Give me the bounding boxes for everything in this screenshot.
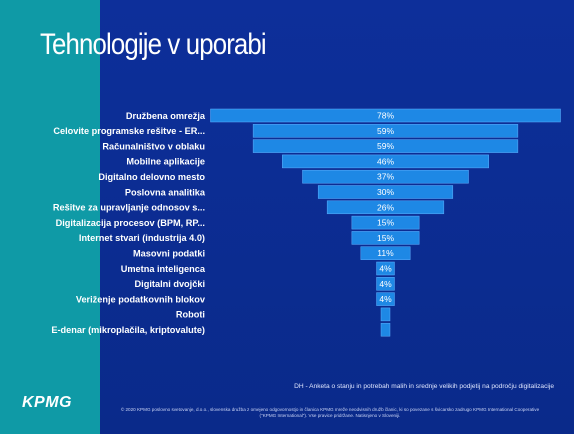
bar-14	[380, 307, 391, 322]
value-label-3: 59%	[377, 141, 394, 151]
copyright-footer: © 2020 KPMG poslovno svetovanje, d.o.o.,…	[120, 407, 540, 418]
value-label-4: 46%	[377, 156, 394, 166]
value-label-11: 4%	[379, 264, 392, 274]
value-label-7: 26%	[377, 202, 394, 212]
bar-15	[380, 322, 391, 337]
category-label-5: Digitalno delovno mesto	[98, 172, 205, 182]
value-label-10: 11%	[377, 248, 394, 258]
value-label-13: 4%	[379, 294, 392, 304]
bar-8	[351, 215, 420, 230]
value-label-6: 30%	[377, 187, 394, 197]
value-label-1: 78%	[377, 111, 394, 121]
bar-6	[317, 185, 454, 199]
category-label-15: E-denar (mikroplačila, kriptovalute)	[51, 325, 205, 335]
value-label-8: 15%	[377, 218, 394, 228]
bar-7	[326, 200, 445, 215]
teal-side-band	[0, 0, 100, 434]
bar-1	[210, 108, 561, 123]
kpmg-logo: KPMG	[22, 394, 72, 411]
value-label-12: 4%	[379, 279, 392, 289]
category-label-9: Internet stvari (industrija 4.0)	[79, 233, 205, 243]
category-label-7: Rešitve za upravljanje odnosov s...	[53, 203, 205, 213]
value-label-2: 59%	[377, 126, 394, 136]
bar-12	[376, 277, 395, 291]
slide-title: Tehnologije v uporabi	[40, 28, 267, 61]
value-label-5: 37%	[377, 172, 394, 182]
category-label-2: Celovite programske rešitve - ER...	[53, 126, 205, 136]
category-label-8: Digitalizacija procesov (BPM, RP...	[56, 218, 205, 228]
category-label-1: Družbena omrežja	[126, 111, 206, 121]
category-label-4: Mobilne aplikacije	[126, 157, 205, 167]
category-label-11: Umetna inteligenca	[121, 264, 206, 274]
category-label-13: Veriženje podatkovnih blokov	[76, 294, 206, 304]
bar-11	[376, 261, 395, 276]
bar-5	[302, 169, 469, 184]
bar-13	[376, 292, 395, 306]
bar-4	[282, 154, 489, 169]
category-label-14: Roboti	[176, 310, 205, 320]
bar-9	[351, 231, 420, 245]
bar-3	[252, 139, 519, 153]
category-label-12: Digitalni dvojčki	[135, 279, 205, 289]
category-label-6: Poslovna analitika	[125, 187, 206, 197]
slide-background	[100, 0, 574, 434]
category-label-3: Računalništvo v oblaku	[102, 141, 205, 151]
bar-2	[252, 124, 519, 138]
source-note: DH - Anketa o stanju in potrebah malih i…	[294, 383, 554, 390]
value-label-9: 15%	[377, 233, 394, 243]
bar-10	[360, 246, 411, 260]
category-label-10: Masovni podatki	[133, 249, 205, 259]
